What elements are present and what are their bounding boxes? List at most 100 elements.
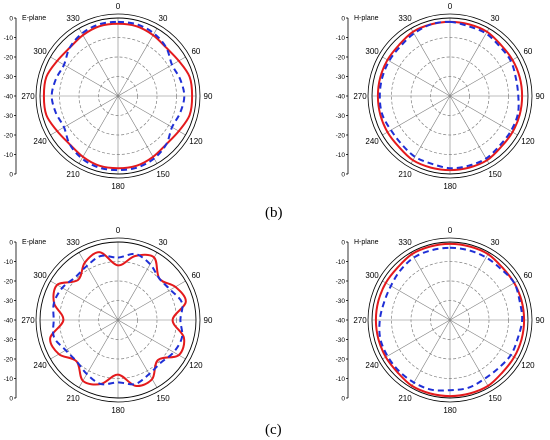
polar-chart-3: 0 -10 -20 -30 -40 -30 -20 -10 0 E-plane 0 30 60 90 120… — [4, 226, 213, 415]
angle-tick-label: 240 — [33, 361, 47, 370]
radial-tick-label: -10 — [336, 35, 346, 42]
radial-tick-label: -20 — [4, 357, 14, 364]
series-solid-line — [49, 251, 187, 388]
radial-tick-label: -20 — [4, 279, 14, 286]
grid-spoke — [410, 95, 451, 164]
series-solid-line — [42, 22, 194, 170]
caption-b: (b) — [265, 205, 283, 221]
angle-tick-label: 240 — [33, 137, 47, 146]
angle-tick-label: 60 — [523, 47, 532, 56]
grid-spoke — [410, 28, 451, 97]
grid-spoke — [449, 319, 518, 360]
radial-tick-label: -40 — [4, 318, 14, 325]
angle-tick-label: 330 — [66, 238, 80, 247]
angle-tick-label: 270 — [353, 92, 367, 101]
angle-tick-label: 60 — [523, 271, 532, 280]
series-dashed-line — [52, 252, 184, 386]
grid-spoke — [449, 95, 490, 164]
radial-tick-label: 0 — [341, 240, 345, 247]
radial-tick-label: 0 — [9, 16, 13, 23]
radial-tick-label: -20 — [4, 55, 14, 62]
angle-tick-label: 120 — [521, 361, 535, 370]
radial-tick-label: -10 — [336, 259, 346, 266]
grid-spoke — [78, 319, 119, 388]
angle-tick-label: 210 — [398, 394, 412, 403]
chart-title: E-plane — [22, 239, 46, 246]
angle-tick-label: 30 — [491, 14, 500, 23]
angle-tick-label: 300 — [365, 47, 379, 56]
radial-tick-label: -40 — [336, 94, 346, 101]
angle-tick-label: 210 — [66, 170, 80, 179]
radial-tick-label: -40 — [336, 318, 346, 325]
grid-spoke — [50, 56, 119, 97]
angle-tick-label: 240 — [365, 137, 379, 146]
grid-spoke — [410, 252, 451, 321]
radial-tick-label: -30 — [336, 113, 346, 120]
chart-title: H-plane — [354, 15, 379, 22]
grid-spoke — [117, 95, 186, 136]
grid-spoke — [117, 28, 158, 97]
angle-tick-label: 90 — [536, 316, 545, 325]
angle-tick-label: 300 — [33, 47, 47, 56]
angle-tick-label: 300 — [365, 271, 379, 280]
polar-chart-1: 0 -10 -20 -30 -40 -30 -20 -10 0 E-plane 0 30 60 90 120… — [4, 2, 213, 191]
angle-tick-label: 60 — [191, 47, 200, 56]
polar-chart-4: 0 -10 -20 -30 -40 -30 -20 -10 0 H-plane 0 30 60 90 120… — [336, 226, 545, 415]
radial-tick-label: 0 — [9, 240, 13, 247]
angle-tick-label: 30 — [159, 238, 168, 247]
angle-tick-label: 300 — [33, 271, 47, 280]
angle-tick-label: 0 — [448, 2, 453, 11]
grid-spoke — [117, 319, 158, 388]
outer-ring — [39, 241, 197, 399]
angle-tick-label: 90 — [536, 92, 545, 101]
angle-tick-label: 210 — [398, 170, 412, 179]
angle-tick-label: 270 — [21, 92, 35, 101]
angle-tick-label: 330 — [398, 14, 412, 23]
radial-tick-label: -30 — [336, 337, 346, 344]
grid-spoke — [449, 28, 490, 97]
angle-tick-label: 150 — [156, 394, 170, 403]
chart-title: E-plane — [22, 15, 46, 22]
angle-tick-label: 270 — [353, 316, 367, 325]
grid-spoke — [50, 95, 119, 136]
radial-tick-label: -20 — [336, 133, 346, 140]
grid-spoke — [78, 28, 119, 97]
polar-chart-2: 0 -10 -20 -30 -40 -30 -20 -10 0 H-plane 0 30 60 90 120… — [336, 2, 545, 191]
angle-tick-label: 330 — [398, 238, 412, 247]
grid-spoke — [117, 95, 158, 164]
outer-frame — [367, 13, 533, 179]
angle-tick-label: 120 — [521, 137, 535, 146]
outer-frame — [35, 13, 201, 179]
angle-tick-label: 90 — [204, 316, 213, 325]
radial-tick-label: -20 — [336, 55, 346, 62]
angle-tick-label: 120 — [189, 361, 203, 370]
series-dashed-line — [378, 246, 524, 392]
grid-spoke — [382, 280, 451, 321]
angle-tick-label: 330 — [66, 14, 80, 23]
radial-tick-label: -30 — [4, 298, 14, 305]
grid-spoke — [382, 319, 451, 360]
radial-tick-label: -30 — [4, 337, 14, 344]
radial-tick-label: 0 — [9, 396, 13, 403]
angle-tick-label: 210 — [66, 394, 80, 403]
radial-tick-label: 0 — [9, 172, 13, 179]
radial-tick-label: 0 — [341, 396, 345, 403]
radial-tick-label: -10 — [4, 152, 14, 159]
series-dashed-line — [50, 20, 186, 172]
grid-spoke — [117, 319, 186, 360]
grid-spoke — [449, 252, 490, 321]
angle-tick-label: 90 — [204, 92, 213, 101]
chart-title: H-plane — [354, 239, 379, 246]
grid-spoke — [382, 56, 451, 97]
angle-tick-label: 150 — [488, 394, 502, 403]
angle-tick-label: 30 — [159, 14, 168, 23]
radial-tick-label: -30 — [4, 74, 14, 81]
radial-tick-label: -20 — [336, 357, 346, 364]
grid-spoke — [78, 95, 119, 164]
outer-ring — [371, 17, 529, 175]
radial-tick-label: 0 — [341, 172, 345, 179]
angle-tick-label: 150 — [156, 170, 170, 179]
grid-spoke — [78, 252, 119, 321]
angle-tick-label: 180 — [111, 406, 125, 415]
